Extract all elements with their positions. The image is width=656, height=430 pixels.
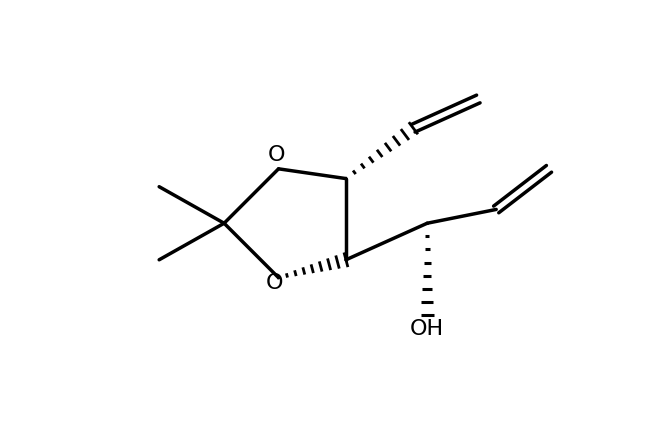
Text: O: O bbox=[268, 145, 285, 165]
Text: OH: OH bbox=[410, 319, 444, 339]
Text: O: O bbox=[266, 273, 283, 292]
